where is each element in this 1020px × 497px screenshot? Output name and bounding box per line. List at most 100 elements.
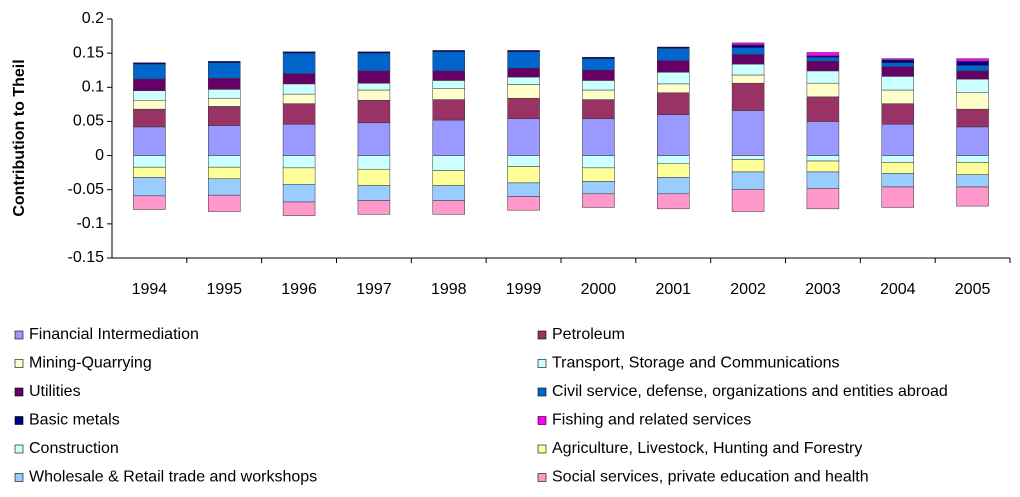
bar-segment [582, 155, 615, 169]
bar-segment [282, 201, 316, 216]
legend-label: Petroleum [552, 326, 625, 343]
bar-segment [133, 126, 166, 156]
legend-label: Basic metals [29, 412, 120, 429]
legend-label: Financial Intermediation [29, 326, 199, 343]
bar-segment [881, 186, 914, 208]
bar-segment [507, 97, 540, 119]
legend-swatch [537, 330, 547, 340]
bar-segment [731, 155, 765, 160]
bar-segment [507, 182, 540, 197]
bar-segment [956, 78, 989, 93]
bar-segment [282, 52, 316, 74]
bar-segment [806, 121, 840, 156]
x-tick-label: 1999 [506, 281, 542, 298]
bar-segment [357, 122, 391, 156]
bar-segment [731, 42, 765, 46]
bar-segment [731, 189, 765, 212]
x-tick-label: 2004 [880, 281, 916, 298]
y-axis-title: Contribution to Theil [11, 59, 28, 216]
legend-swatch [14, 473, 24, 482]
bar-segment [208, 178, 241, 196]
bar-segment [432, 70, 465, 81]
legend-swatch [14, 359, 24, 368]
bar-segment [806, 82, 840, 98]
legend-swatch [537, 473, 547, 482]
bar-segment [657, 163, 690, 178]
bar-segment [657, 83, 690, 93]
bar-segment [956, 108, 989, 128]
bar-segment [208, 194, 241, 212]
bar-segment [657, 92, 690, 115]
legend-label: Utilities [29, 383, 81, 400]
bar-segment [432, 51, 465, 72]
bar-segment [357, 155, 391, 170]
bar-segment [956, 186, 989, 207]
bar-segment [208, 106, 241, 126]
bar-segment [956, 155, 989, 163]
bar-segment [507, 155, 540, 167]
bar-segment [881, 58, 914, 61]
bar-segment [956, 61, 989, 66]
bar-segment [806, 56, 840, 62]
bar-segment [806, 171, 840, 189]
bar-segment [881, 76, 914, 91]
bar-segment [881, 62, 914, 68]
bar-segment [881, 59, 914, 63]
y-tick-label: 0.15 [73, 44, 104, 61]
bar-segment [208, 78, 241, 90]
x-tick-label: 1996 [281, 281, 317, 298]
bar-segment [133, 78, 166, 91]
bar-segment [881, 162, 914, 174]
bar-segment [881, 155, 914, 163]
bar-segment [432, 80, 465, 89]
bar-segment [282, 123, 316, 156]
y-tick-label: 0.1 [82, 79, 104, 96]
bar-segment [507, 118, 540, 156]
legend-label: Construction [29, 440, 119, 457]
bar-segment [507, 76, 540, 85]
bar-segment [582, 99, 615, 119]
bar-segment [133, 108, 166, 128]
bar-segment [806, 160, 840, 173]
bar-segment [133, 195, 166, 210]
bar-segment [133, 90, 166, 101]
bar-segment [657, 177, 690, 195]
bar-segment [282, 51, 316, 54]
legend-swatch [537, 444, 547, 454]
legend-label: Civil service, defense, organizations an… [552, 383, 948, 400]
bar-segment [731, 63, 765, 76]
bar-segment [357, 185, 391, 201]
bar-segment [956, 70, 989, 80]
bar-segment [432, 170, 465, 186]
legend-label: Wholesale & Retail trade and workshops [29, 469, 317, 486]
bar-segment [731, 159, 765, 173]
x-tick-label: 1995 [206, 281, 242, 298]
bar-segment [657, 46, 690, 49]
x-tick-label: 2000 [581, 281, 617, 298]
legend-swatch [537, 387, 547, 397]
bar-segment [657, 48, 690, 61]
bar-segment [881, 103, 914, 125]
bar-segment [806, 155, 840, 162]
bar-segment [507, 166, 540, 184]
bar-segment [657, 72, 690, 85]
bar-segment [806, 188, 840, 210]
y-tick-label: -0.05 [68, 181, 105, 198]
legend-label: Transport, Storage and Communications [552, 355, 840, 372]
bar-segment [208, 89, 241, 99]
bar-segment [282, 83, 316, 95]
legend-swatch [14, 387, 24, 397]
bar-segment [507, 196, 540, 211]
bar-segment [806, 52, 840, 57]
bar-segment [357, 168, 391, 186]
legend-label: Social services, private education and h… [552, 469, 869, 486]
bar-segment [208, 166, 241, 180]
bar-segment [881, 173, 914, 188]
bar-segment [806, 70, 840, 84]
x-tick-label: 1998 [431, 281, 467, 298]
bar-segment [208, 62, 241, 79]
bar-segment [731, 82, 765, 111]
bar-segment [956, 58, 989, 62]
bar-segment [208, 61, 241, 63]
